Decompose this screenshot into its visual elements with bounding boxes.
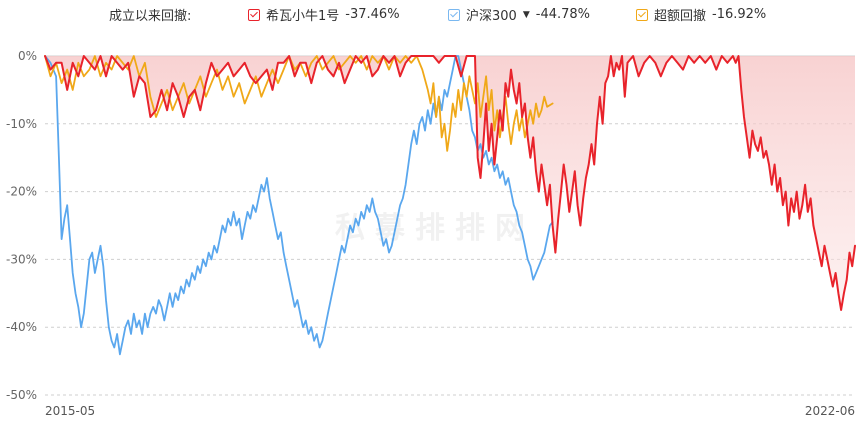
x-tick-label: 2015-05 [45,404,95,418]
y-tick-label: -40% [6,320,37,334]
x-tick-label: 2022-06 [805,404,855,418]
caret-down-icon[interactable]: ▼ [522,9,530,20]
watermark: 私募排排网 [335,211,535,246]
legend-item-excess[interactable]: 超额回撤 -16.92% [636,5,766,24]
checkbox-icon[interactable] [248,8,260,21]
legend-item-label: 希瓦小牛1号 [266,9,340,24]
legend-item-value: -37.46% [345,7,400,22]
y-tick-label: -10% [6,117,37,131]
y-tick-label: -20% [6,185,37,199]
legend-item-xiwa[interactable]: 希瓦小牛1号 -37.46% [248,5,400,24]
y-tick-label: 0% [18,49,37,63]
y-tick-label: -50% [6,388,37,402]
legend-title: 成立以来回撤: [109,9,192,24]
legend-item-hs300[interactable]: 沪深300 ▼ -44.78% [448,5,590,24]
legend: 成立以来回撤: 希瓦小牛1号 -37.46% 沪深300 ▼ -44.78% 超… [0,0,865,26]
series-line-hs300 [44,55,554,356]
series-line-xiwa [44,55,856,311]
legend-item-label: 超额回撤 [654,9,707,24]
checkbox-icon[interactable] [448,8,460,21]
legend-item-value: -44.78% [535,7,591,22]
drawdown-area [45,56,855,310]
legend-item-value: -16.92% [712,7,767,22]
y-tick-label: -30% [6,252,37,266]
legend-item-label: 沪深300 [466,9,517,24]
checkbox-icon[interactable] [636,8,648,21]
